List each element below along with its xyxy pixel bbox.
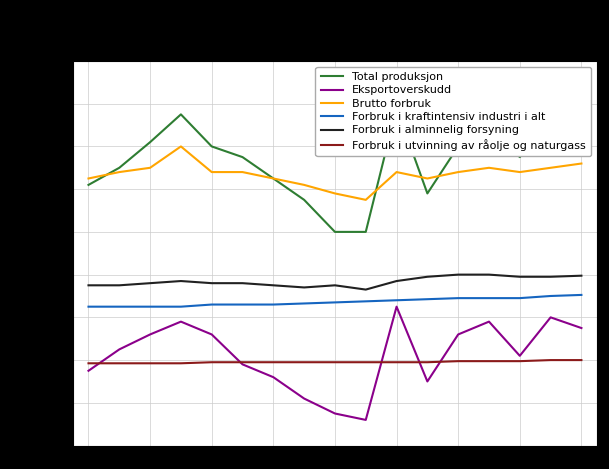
- Legend: Total produksjon, Eksportoverskudd, Brutto forbruk, Forbruk i kraftintensiv indu: Total produksjon, Eksportoverskudd, Brut…: [315, 67, 591, 156]
